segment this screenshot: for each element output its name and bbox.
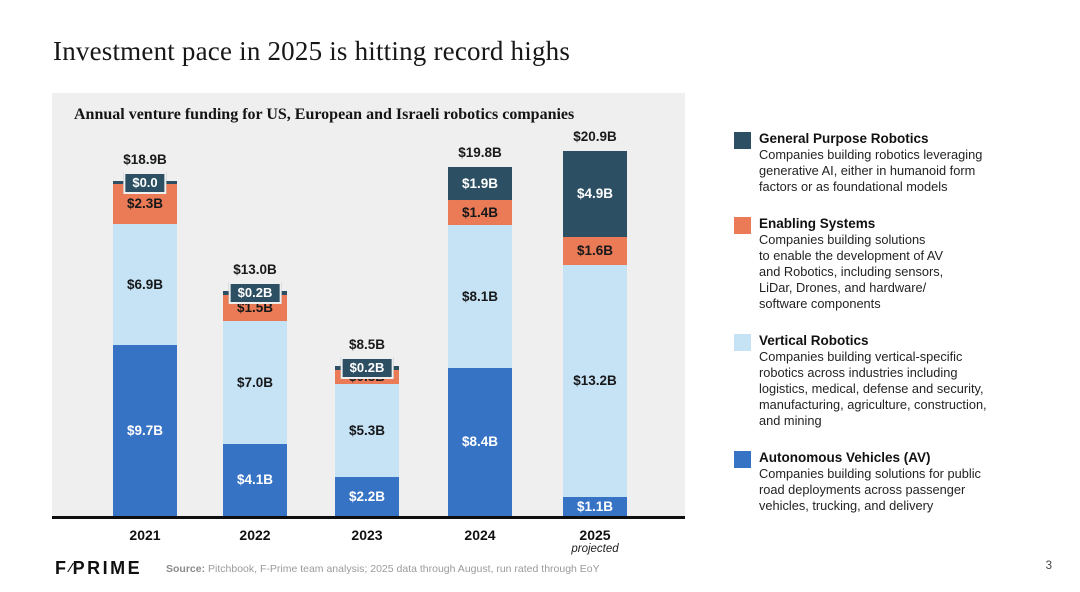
plot-area: $18.9B $0.0 $2.3B $6.9B $9.7B $13.0B $0.… bbox=[52, 93, 685, 516]
segment-value-label: $8.1B bbox=[461, 288, 499, 304]
segment-value-label: $1.4B bbox=[461, 204, 499, 220]
legend-title: General Purpose Robotics bbox=[759, 131, 929, 146]
legend-swatch-enabling-systems bbox=[734, 217, 751, 234]
segment-value-label: $1.5B bbox=[236, 300, 274, 316]
segment-autonomous-vehicles: $1.1B bbox=[563, 497, 627, 516]
bar-2025: $20.9B $4.9B $1.6B $13.2B $1.1B bbox=[563, 129, 627, 516]
segment-value-label: $5.3B bbox=[348, 422, 386, 438]
legend-swatch-general-purpose-robotics bbox=[734, 132, 751, 149]
bar-total-label: $20.9B bbox=[573, 129, 617, 144]
bar-total-label: $19.8B bbox=[458, 145, 502, 160]
legend-description: Companies building vertical-specific rob… bbox=[759, 349, 987, 428]
legend-description: Companies building robotics leveraging g… bbox=[759, 147, 983, 194]
legend-item-enabling-systems: Enabling Systems Companies building solu… bbox=[734, 216, 1054, 312]
segment-general-purpose-robotics: $1.9B bbox=[448, 167, 512, 200]
segment-enabling-systems: $1.6B bbox=[563, 237, 627, 265]
source-note: Source: Pitchbook, F-Prime team analysis… bbox=[166, 563, 600, 575]
x-axis-label-2024: 2024 bbox=[464, 527, 496, 543]
segment-value-label: $6.9B bbox=[126, 276, 164, 292]
segment-value-chip: $0.2B bbox=[340, 357, 394, 379]
legend-description: Companies building solutions for public … bbox=[759, 466, 981, 513]
source-label: Source: bbox=[166, 563, 206, 575]
legend-title: Enabling Systems bbox=[759, 216, 876, 231]
segment-autonomous-vehicles: $2.2B bbox=[335, 477, 399, 516]
page-number: 3 bbox=[1045, 560, 1052, 572]
segment-value-chip: $0.2B bbox=[228, 282, 282, 304]
bar-2024: $19.8B $1.9B $1.4B $8.1B $8.4B bbox=[448, 145, 512, 516]
segment-vertical-robotics: $6.9B bbox=[113, 224, 177, 345]
legend-swatch-autonomous-vehicles bbox=[734, 451, 751, 468]
legend-title: Vertical Robotics bbox=[759, 333, 869, 348]
x-axis-note-projected: projected bbox=[571, 543, 619, 555]
bar-2022: $13.0B $0.2B $1.5B $7.0B $4.1B bbox=[223, 262, 287, 516]
segment-vertical-robotics: $5.3B bbox=[335, 384, 399, 477]
segment-value-label: $9.7B bbox=[126, 422, 164, 438]
segment-value-label: $13.2B bbox=[573, 373, 617, 389]
segment-general-purpose-robotics: $4.9B bbox=[563, 151, 627, 237]
segment-value-label: $1.9B bbox=[461, 175, 499, 191]
segment-enabling-systems: $1.4B bbox=[448, 200, 512, 225]
legend-swatch-vertical-robotics bbox=[734, 334, 751, 351]
segment-value-label: $2.3B bbox=[126, 196, 164, 212]
legend-item-vertical-robotics: Vertical Robotics Companies building ver… bbox=[734, 333, 1054, 429]
segment-autonomous-vehicles: $4.1B bbox=[223, 444, 287, 516]
source-text: Pitchbook, F-Prime team analysis; 2025 d… bbox=[205, 563, 600, 575]
segment-general-purpose-robotics: $0.2B bbox=[335, 357, 399, 379]
bar-total-label: $8.5B bbox=[348, 337, 386, 352]
bar-2021: $18.9B $0.0 $2.3B $6.9B $9.7B bbox=[113, 152, 177, 516]
bar-2023: $8.5B $0.2B $0.8B $5.3B $2.2B bbox=[335, 337, 399, 516]
bar-total-label: $13.0B bbox=[233, 262, 277, 277]
legend-description: Companies building solutions to enable t… bbox=[759, 232, 944, 311]
segment-value-label: $1.1B bbox=[576, 498, 614, 514]
segment-value-label: $4.9B bbox=[576, 186, 614, 202]
fprime-logo: F⁄PRIME bbox=[55, 558, 143, 578]
segment-value-label: $1.6B bbox=[576, 243, 614, 259]
segment-value-label: $2.2B bbox=[348, 488, 386, 504]
segment-vertical-robotics: $7.0B bbox=[223, 321, 287, 444]
bar-total-label: $18.9B bbox=[123, 152, 167, 167]
legend-item-autonomous-vehicles: Autonomous Vehicles (AV) Companies build… bbox=[734, 450, 1054, 514]
segment-value-label: $8.4B bbox=[461, 434, 499, 450]
chart-title: Annual venture funding for US, European … bbox=[74, 106, 575, 123]
chart-panel: Annual venture funding for US, European … bbox=[52, 93, 685, 519]
legend-title: Autonomous Vehicles (AV) bbox=[759, 450, 931, 465]
segment-vertical-robotics: $8.1B bbox=[448, 225, 512, 368]
logo-slash-icon: ⁄ bbox=[69, 560, 72, 575]
x-axis-label-2021: 2021 bbox=[129, 527, 161, 543]
segment-general-purpose-robotics: $0.0 bbox=[113, 172, 177, 194]
legend-item-general-purpose-robotics: General Purpose Robotics Companies build… bbox=[734, 131, 1054, 195]
segment-value-label: $7.0B bbox=[236, 374, 274, 390]
segment-vertical-robotics: $13.2B bbox=[563, 265, 627, 497]
x-axis-label-2023: 2023 bbox=[351, 527, 383, 543]
x-axis-label-2022: 2022 bbox=[239, 527, 271, 543]
segment-autonomous-vehicles: $8.4B bbox=[448, 368, 512, 516]
segment-general-purpose-robotics: $0.2B bbox=[223, 282, 287, 304]
segment-value-label: $4.1B bbox=[236, 472, 274, 488]
segment-autonomous-vehicles: $9.7B bbox=[113, 345, 177, 516]
legend: General Purpose Robotics Companies build… bbox=[734, 131, 1054, 535]
x-axis-label-2025: 2025 bbox=[579, 527, 611, 543]
page-title: Investment pace in 2025 is hitting recor… bbox=[53, 36, 571, 66]
segment-value-chip: $0.0 bbox=[123, 172, 167, 194]
